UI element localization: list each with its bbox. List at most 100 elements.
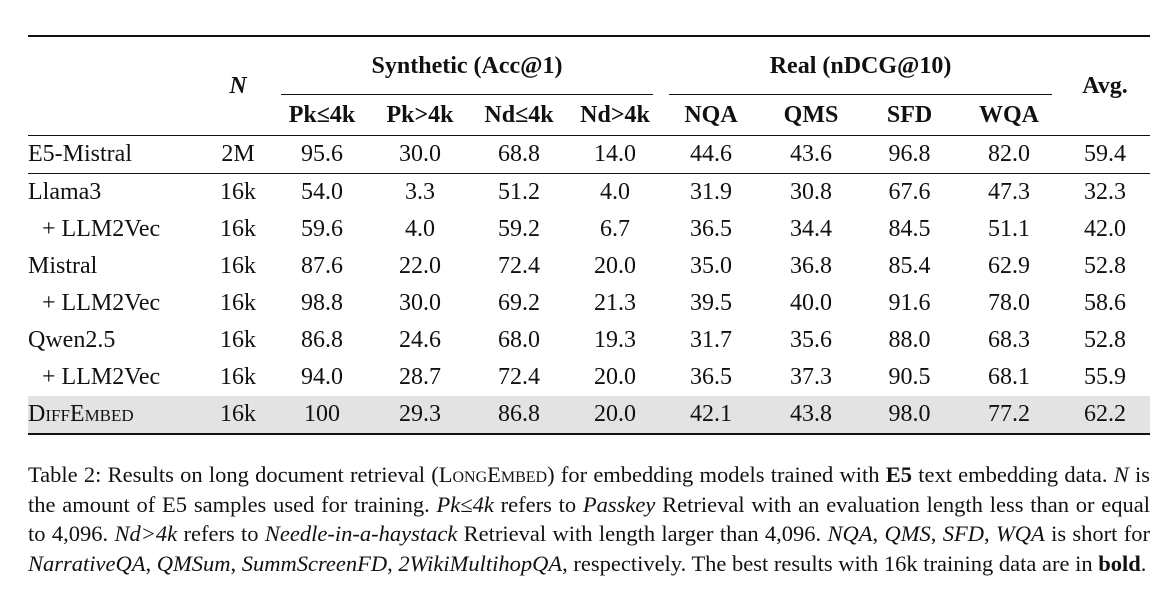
value-cell: 20.0 bbox=[594, 253, 636, 279]
column-header: NQA bbox=[684, 101, 738, 128]
n-header: N bbox=[229, 72, 247, 99]
value-cell: 68.8 bbox=[498, 141, 540, 167]
caption-text: , bbox=[387, 550, 399, 576]
n-cell: 16k bbox=[203, 396, 273, 434]
value-cell: 36.5 bbox=[690, 364, 733, 390]
value-cell: 31.7 bbox=[690, 327, 733, 353]
caption-italic-term: SummScreenFD bbox=[241, 550, 388, 576]
value-cell: 22.0 bbox=[399, 253, 441, 279]
value-cell: 68.0 bbox=[498, 327, 540, 353]
avg-cell: 59.4 bbox=[1084, 141, 1127, 167]
avg-cell: 52.8 bbox=[1084, 253, 1127, 279]
model-cell: E5-Mistral bbox=[28, 141, 132, 167]
caption-italic-term: NarrativeQA bbox=[28, 550, 146, 576]
caption-text: is the amount of E5 samples used for tra… bbox=[28, 462, 1150, 517]
value-cell: 62.9 bbox=[988, 253, 1031, 279]
value-cell: 20.0 bbox=[594, 364, 636, 390]
n-cell: 16k bbox=[220, 253, 256, 279]
value-cell: 59.6 bbox=[301, 216, 343, 242]
value-cell: 68.1 bbox=[988, 364, 1031, 390]
value-cell: 3.3 bbox=[405, 179, 435, 205]
model-header bbox=[28, 36, 203, 136]
value-cell: 31.9 bbox=[690, 179, 733, 205]
n-cell: 16k bbox=[220, 290, 256, 316]
value-cell-best: 86.8 bbox=[469, 396, 569, 434]
caption-label: Table 2: bbox=[28, 462, 102, 487]
value-cell: 82.0 bbox=[988, 141, 1031, 167]
model-cell: Llama3 bbox=[28, 179, 102, 205]
value-cell: 47.3 bbox=[988, 179, 1031, 205]
n-cell: 16k bbox=[220, 179, 256, 205]
column-header: Nd>4k bbox=[580, 101, 650, 128]
n-cell: 16k bbox=[220, 364, 256, 390]
caption-text: Retrieval with length larger than 4,096. bbox=[457, 521, 828, 546]
column-header: QMS bbox=[783, 101, 839, 128]
value-cell: 39.5 bbox=[690, 290, 733, 316]
table-caption: Table 2: Results on long document retrie… bbox=[28, 460, 1150, 578]
caption-italic-term: QMS bbox=[884, 521, 931, 546]
value-cell: 29.3 bbox=[371, 396, 469, 434]
column-header: WQA bbox=[979, 101, 1040, 128]
value-cell: 51.1 bbox=[988, 216, 1031, 242]
synthetic-group-header: Synthetic (Acc@1) bbox=[273, 36, 661, 95]
value-cell: 69.2 bbox=[498, 290, 540, 316]
table-row: + LLM2Vec 16k 59.6 4.0 59.2 6.7 36.5 34.… bbox=[28, 211, 1150, 248]
value-cell: 30.8 bbox=[790, 179, 833, 205]
table-row: E5-Mistral 2M 95.6 30.0 68.8 14.0 44.6 4… bbox=[28, 135, 1151, 174]
value-cell-best: 100 bbox=[273, 396, 371, 434]
table-row: Llama3 16k 54.0 3.3 51.2 4.0 31.9 30.8 6… bbox=[28, 173, 1151, 212]
caption-italic-term: 2WikiMultihopQA bbox=[398, 550, 563, 576]
caption-text: Retrieval with an evaluation length less… bbox=[28, 491, 1150, 547]
value-cell: 43.6 bbox=[790, 141, 833, 167]
caption-text: refers to bbox=[177, 521, 265, 546]
caption-benchmark-name: LongEmbed bbox=[438, 462, 548, 487]
caption-italic-term: Needle-in-a-haystack bbox=[264, 521, 458, 546]
caption-italic-term: Nd>4k bbox=[114, 521, 178, 546]
value-cell: 19.3 bbox=[594, 327, 636, 353]
caption-text: , bbox=[930, 521, 943, 546]
avg-cell: 52.8 bbox=[1084, 327, 1127, 353]
value-cell: 67.6 bbox=[888, 179, 931, 205]
value-cell-best: 98.0 bbox=[861, 396, 959, 434]
caption-text: , bbox=[983, 521, 996, 546]
value-cell: 35.6 bbox=[790, 327, 833, 353]
value-cell: 35.0 bbox=[690, 253, 733, 279]
value-cell: 34.4 bbox=[790, 216, 833, 242]
caption-text: . bbox=[1140, 550, 1147, 576]
n-cell: 16k bbox=[220, 327, 256, 353]
caption-italic-term: QMSum bbox=[156, 550, 231, 576]
value-cell: 54.0 bbox=[301, 179, 343, 205]
value-cell: 95.6 bbox=[301, 141, 343, 167]
caption-text: , bbox=[145, 550, 157, 576]
value-cell: 51.2 bbox=[498, 179, 540, 205]
value-cell: 36.5 bbox=[690, 216, 733, 242]
caption-italic-term: N bbox=[1113, 462, 1129, 487]
model-cell: + LLM2Vec bbox=[42, 216, 161, 242]
value-cell: 96.8 bbox=[888, 141, 931, 167]
value-cell: 94.0 bbox=[301, 364, 343, 390]
column-header: Pk>4k bbox=[386, 101, 454, 128]
value-cell: 44.6 bbox=[690, 141, 733, 167]
real-group-header: Real (nDCG@10) bbox=[661, 36, 1060, 95]
caption-italic-term: WQA bbox=[995, 521, 1045, 546]
caption-bold-term: bold bbox=[1098, 550, 1141, 576]
value-cell: 28.7 bbox=[399, 364, 441, 390]
model-cell: DiffEmbed bbox=[28, 396, 203, 434]
n-cell: 16k bbox=[220, 216, 256, 242]
value-cell: 88.0 bbox=[888, 327, 931, 353]
caption-text: Results on long document retrieval ( bbox=[101, 462, 439, 487]
table-row: + LLM2Vec 16k 94.0 28.7 72.4 20.0 36.5 3… bbox=[28, 359, 1150, 396]
caption-text: , bbox=[872, 521, 885, 546]
value-cell: 24.6 bbox=[399, 327, 441, 353]
model-cell: Qwen2.5 bbox=[28, 327, 116, 353]
model-cell: + LLM2Vec bbox=[42, 364, 161, 390]
caption-text: , bbox=[230, 550, 242, 576]
avg-cell-best: 62.2 bbox=[1060, 396, 1151, 434]
column-header: Nd≤4k bbox=[484, 101, 554, 128]
results-table: N Synthetic (Acc@1) Real (nDCG@10) Avg. … bbox=[28, 35, 1151, 435]
value-cell: 6.7 bbox=[600, 216, 630, 242]
avg-cell: 55.9 bbox=[1084, 364, 1127, 390]
caption-text: , respectively. The best results with 16… bbox=[562, 550, 1099, 576]
value-cell: 84.5 bbox=[888, 216, 931, 242]
value-cell: 72.4 bbox=[498, 364, 540, 390]
